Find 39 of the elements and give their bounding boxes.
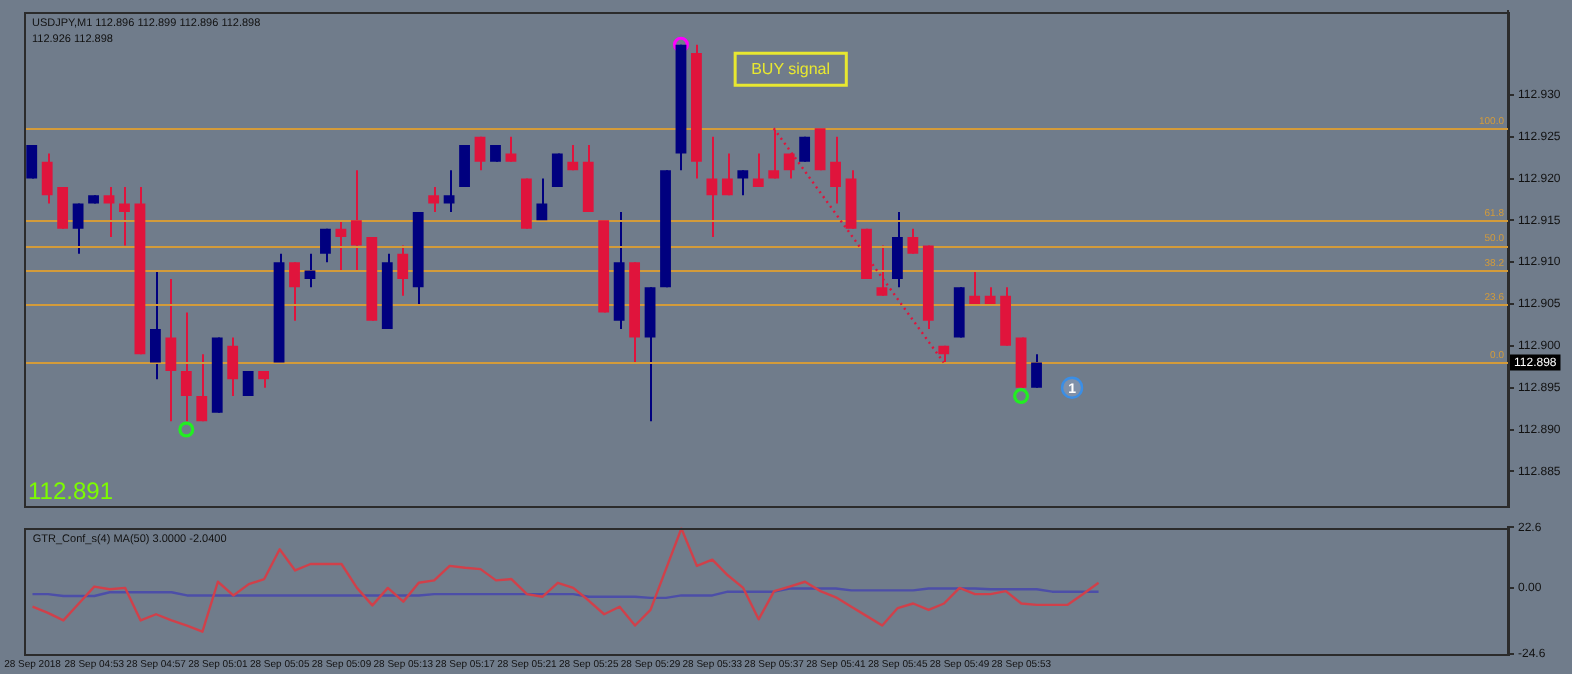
candlestick — [891, 210, 903, 289]
point — [1013, 388, 1030, 405]
candlestick — [443, 169, 455, 213]
candlestick — [721, 152, 733, 197]
candlestick — [103, 185, 115, 239]
candlestick — [196, 353, 208, 423]
candlestick — [551, 152, 563, 188]
candlestick — [969, 269, 981, 306]
candlestick — [289, 261, 300, 322]
candlestick — [752, 152, 764, 188]
candlestick — [320, 227, 331, 264]
candlestick — [814, 127, 826, 172]
candlestick — [876, 244, 888, 297]
candlestick — [72, 202, 84, 255]
candlestick — [335, 219, 347, 272]
candlestick — [706, 135, 718, 239]
candlestick — [907, 227, 919, 255]
candlestick — [799, 135, 811, 163]
candlestick — [149, 269, 161, 381]
candlestick — [474, 135, 486, 172]
annotation: 112.891 — [28, 476, 114, 505]
candlestick — [41, 152, 53, 205]
candlestick — [57, 185, 69, 230]
candlestick — [397, 244, 409, 297]
point — [178, 421, 195, 438]
candlestick — [536, 177, 548, 222]
annotation: BUY signal — [751, 59, 831, 78]
candlestick — [505, 135, 517, 163]
candlestick — [26, 144, 38, 180]
candlestick — [165, 277, 177, 423]
candlestick — [119, 185, 130, 247]
candlestick — [227, 336, 239, 398]
candlestick — [783, 152, 795, 180]
candlestick — [1031, 353, 1042, 389]
candlestick — [350, 169, 362, 272]
candlestick — [567, 144, 579, 172]
candlestick — [737, 169, 749, 197]
candlestick — [428, 185, 440, 213]
candlestick — [830, 135, 841, 205]
